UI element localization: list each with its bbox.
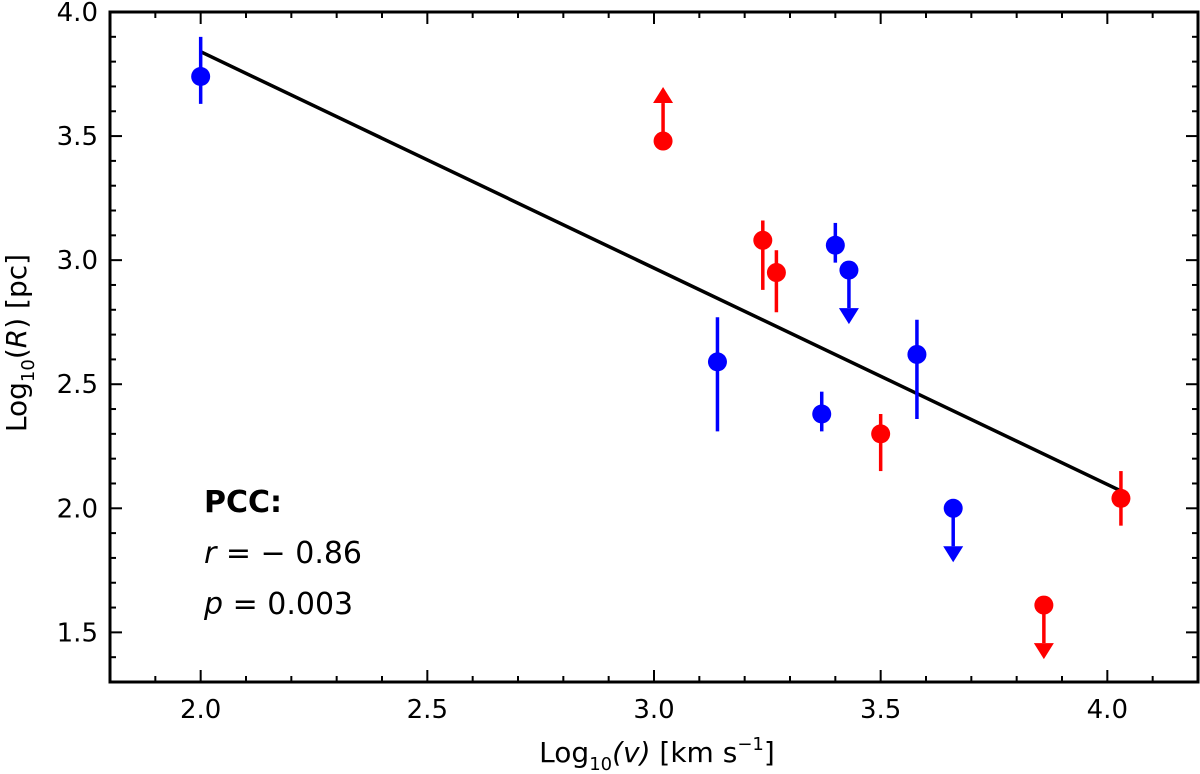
- red-upper-limit-arrow: [1033, 643, 1054, 660]
- y-tick-label: 3.5: [57, 122, 98, 152]
- x-tick-label: 2.0: [180, 695, 221, 725]
- y-tick-label: 1.5: [57, 618, 98, 648]
- pcc-p-value: p = 0.003: [203, 587, 353, 622]
- y-tick-label: 2.0: [57, 494, 98, 524]
- blue-data-point: [839, 260, 859, 280]
- x-axis-label: Log10(v) [km s−1]: [539, 734, 775, 774]
- y-tick-label: 3.0: [57, 246, 98, 276]
- blue-data-point: [812, 404, 832, 424]
- marks-layer: [191, 36, 1131, 660]
- red-data-point: [871, 424, 891, 444]
- x-tick-label: 3.5: [860, 695, 901, 725]
- y-tick-label: 4.0: [57, 0, 98, 28]
- x-tick-label: 2.5: [407, 695, 448, 725]
- blue-data-point: [825, 235, 845, 255]
- pcc-r-value: r = − 0.86: [204, 536, 362, 571]
- pcc-annotation: PCC: r = − 0.86 p = 0.003: [203, 485, 362, 622]
- red-data-point: [1034, 595, 1054, 615]
- red-data-point: [653, 131, 673, 151]
- blue-data-point: [191, 67, 211, 87]
- plot-frame: [108, 10, 1200, 684]
- blue-data-point: [943, 498, 963, 518]
- y-tick-label: 2.5: [57, 370, 98, 400]
- blue-data-point: [707, 352, 727, 372]
- red-data-point: [753, 230, 773, 250]
- y-axis-label: Log10(R) [pc]: [0, 254, 39, 432]
- blue-data-point: [907, 344, 927, 364]
- red-data-point: [766, 263, 786, 283]
- pcc-title: PCC:: [204, 485, 282, 520]
- x-tick-label: 4.0: [1087, 695, 1128, 725]
- red-data-point: [1111, 488, 1131, 508]
- x-tick-label: 3.0: [633, 695, 674, 725]
- blue-upper-limit-arrow: [838, 308, 859, 325]
- blue-upper-limit-arrow: [943, 546, 964, 563]
- red-lower-limit-arrow: [653, 87, 674, 104]
- fit-line: [199, 50, 1122, 493]
